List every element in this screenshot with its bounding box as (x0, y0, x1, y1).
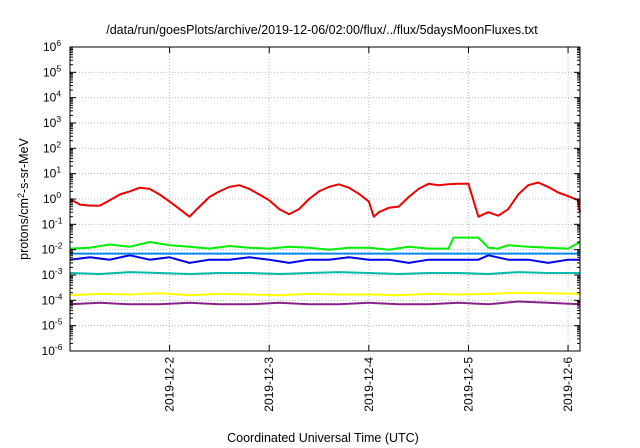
y-tick-label: 10-6 (42, 342, 63, 358)
y-tick-exponent: -4 (55, 291, 63, 301)
y-tick-label: 106 (43, 38, 61, 54)
y-tick-label: 103 (43, 114, 61, 130)
y-tick-label: 102 (43, 139, 61, 155)
y-tick-base: 10 (42, 243, 56, 257)
y-tick-base: 10 (43, 65, 57, 79)
y-tick-label: 10-2 (42, 241, 63, 257)
y-tick-label: 100 (43, 190, 61, 206)
y-tick-exponent: 1 (56, 165, 61, 175)
y-tick-exponent: -2 (55, 241, 63, 251)
grid (70, 47, 580, 351)
y-tick-base: 10 (43, 40, 57, 54)
y-tick-label: 10-4 (42, 291, 63, 307)
series-lines (69, 181, 581, 306)
y-axis-label: protons/cm2-s-sr-MeV (16, 137, 31, 259)
y-tick-exponent: 5 (56, 63, 61, 73)
axis-ticks: 10-610-510-410-310-210-11001011021031041… (42, 38, 580, 412)
series-line-5 (69, 181, 581, 218)
y-tick-exponent: -3 (55, 266, 63, 276)
series-line-2 (69, 254, 580, 264)
y-tick-label: 101 (43, 165, 61, 181)
y-tick-label: 10-5 (42, 317, 63, 333)
y-tick-base: 10 (43, 167, 57, 181)
series-line-7 (69, 300, 581, 306)
y-tick-label: 10-1 (42, 215, 63, 231)
y-tick-label: 10-3 (42, 266, 63, 282)
series-line-6 (69, 291, 581, 297)
y-axis-label-superscript: 2 (16, 193, 26, 198)
y-tick-base: 10 (42, 217, 56, 231)
y-tick-label: 105 (43, 63, 61, 79)
series-line-1 (69, 236, 581, 251)
y-tick-base: 10 (42, 344, 56, 358)
y-tick-base: 10 (42, 268, 56, 282)
y-tick-exponent: 6 (56, 38, 61, 48)
y-tick-exponent: 2 (56, 139, 61, 149)
y-tick-exponent: -6 (55, 342, 63, 352)
x-tick-label: 2019-12-2 (163, 357, 177, 412)
y-tick-base: 10 (43, 141, 57, 155)
y-tick-exponent: 3 (56, 114, 61, 124)
y-tick-label: 104 (43, 89, 61, 105)
chart-title: /data/run/goesPlots/archive/2019-12-06/0… (106, 23, 538, 37)
y-tick-exponent: 4 (56, 89, 61, 99)
y-tick-base: 10 (43, 91, 57, 105)
series-line-4 (69, 271, 580, 275)
y-tick-base: 10 (43, 192, 57, 206)
y-tick-base: 10 (42, 319, 56, 333)
x-axis-label: Coordinated Universal Time (UTC) (227, 431, 419, 445)
y-tick-exponent: 0 (56, 190, 61, 200)
y-tick-base: 10 (42, 293, 56, 307)
y-tick-base: 10 (43, 116, 57, 130)
y-tick-exponent: -5 (55, 317, 63, 327)
x-tick-label: 2019-12-5 (461, 357, 475, 412)
y-tick-exponent: -1 (55, 215, 63, 225)
x-tick-label: 2019-12-4 (362, 357, 376, 412)
x-tick-label: 2019-12-6 (561, 357, 575, 412)
x-tick-label: 2019-12-3 (262, 357, 276, 412)
